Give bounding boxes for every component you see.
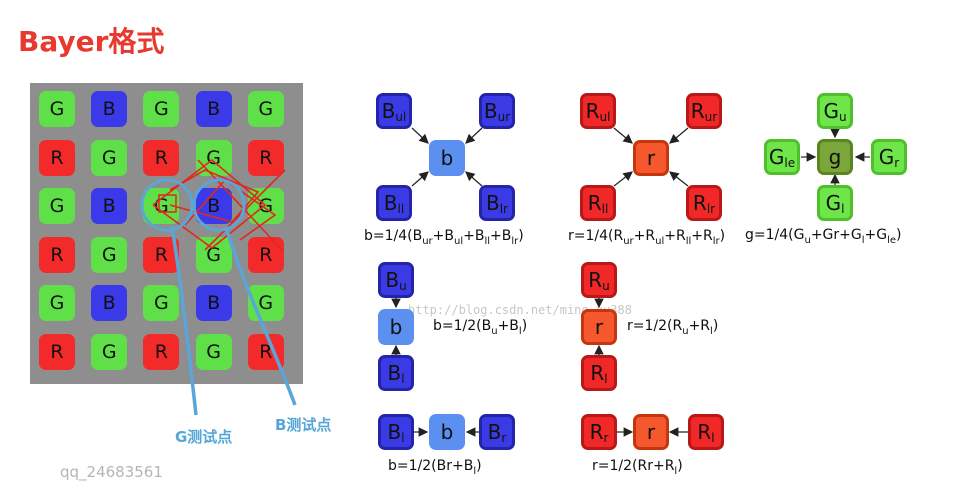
grid-cell-r: R [39,139,75,176]
grid-cell-g: G [91,236,128,273]
grid-cell-r: R [39,333,75,370]
watermark: http://blog.csdn.net/ming_xu388 [408,303,632,317]
grid-cell-g: G [195,236,232,273]
grid-cell-g: G [39,188,75,224]
grid-cell-r: R [247,333,284,370]
grid-cell-r: R [143,333,180,370]
grid-cell-g: G [195,333,232,370]
grid-cell-g: G [143,285,180,321]
grid-cell-b: B [195,188,232,224]
grid-cell-g: G [247,188,284,224]
g-test-point-label: G测试点 [175,428,233,446]
b-vert-center-node: b [378,309,414,345]
grid-cell-r: R [143,139,180,176]
grid-cell-g: G [143,188,180,224]
b-test-point-label: B测试点 [275,416,332,434]
r-horiz-formula: r=1/2(Rr+Rl) [592,458,683,477]
grid-cell-b: B [91,285,128,321]
grid-cell-g: G [195,139,232,176]
b-horiz-center-node: b [429,414,465,450]
grid-cell-b: B [91,91,128,127]
grid-cell-g: G [247,91,284,127]
grid-cell-b: B [195,91,232,127]
r-horiz-center-node: r [633,414,669,450]
grid-cell-g: G [39,91,75,127]
r-vert-center-node: r [581,309,617,345]
grid-cell-r: R [39,236,75,273]
b-vert-formula: b=1/2(Bu+Bl) [433,318,528,337]
grid-cell-g: G [143,91,180,127]
grid-cell-g: G [247,285,284,321]
r-four-formula: r=1/4(Rur+Rul+Rll+Rlr) [568,228,726,247]
grid-cell-g: G [39,285,75,321]
g-four-formula: g=1/4(Gu+Gr+Gl+Gle) [745,227,902,246]
g-four-center-node: g [817,139,853,175]
grid-cell-r: R [247,236,284,273]
b-horiz-formula: b=1/2(Br+Bl) [388,458,482,477]
grid-cell-g: G [91,139,128,176]
diagram-arrows [391,127,870,437]
b-four-formula: b=1/4(Bur+Bul+Bll+Blr) [364,228,524,247]
page-title: Bayer格式 [18,25,165,58]
grid-cell-b: B [195,285,232,321]
grid-cell-g: G [91,333,128,370]
r-vert-formula: r=1/2(Ru+Rl) [627,318,719,337]
grid-cell-r: R [247,139,284,176]
r-four-center-node: r [633,140,669,176]
grid-cell-r: R [143,236,180,273]
author-watermark: qq_24683561 [60,463,163,481]
grid-cell-b: B [91,188,128,224]
b-four-center-node: b [429,140,465,176]
